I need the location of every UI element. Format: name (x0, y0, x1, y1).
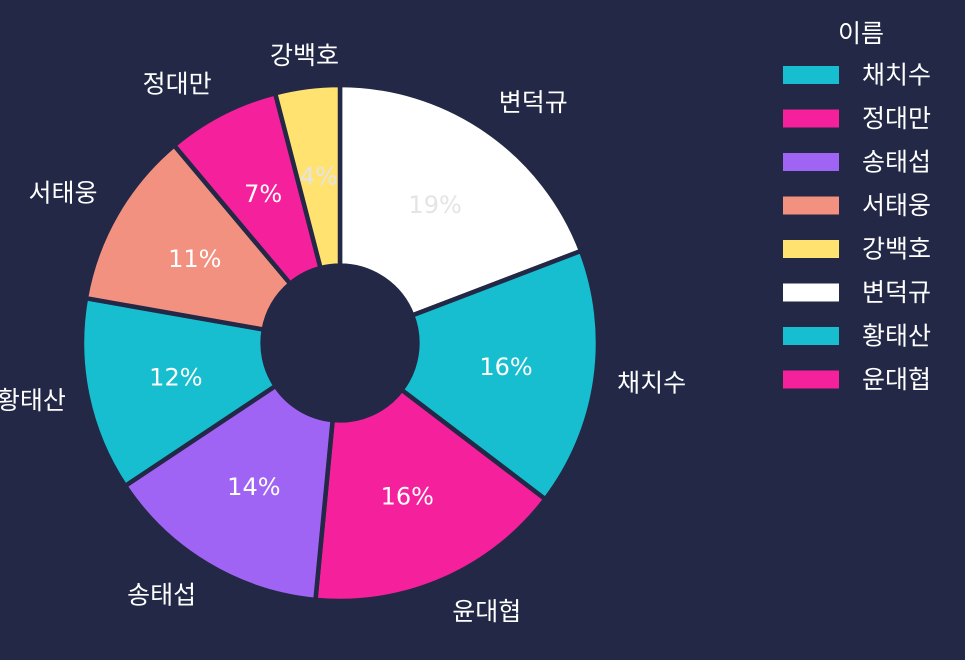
pie-slice-ebb380eb8d95eab79c[interactable] (337, 82, 584, 319)
percent-label-ec86a1ed839cec84ad: 14% (227, 473, 280, 501)
percent-label-eab095ebb0b1ed98b8: 4% (300, 163, 338, 191)
pie-slice-ec86a1ed839cec84ad[interactable] (122, 382, 336, 603)
legend-swatch-ec86a1ed839cec84ad[interactable] (783, 153, 839, 171)
legend-swatch-ec849ced839cec9b85[interactable] (783, 196, 839, 215)
legend-swatch-eca095eb8c80eba78c[interactable] (783, 109, 839, 128)
slice-label-ec849ced839cec9b85: 서태웅 (28, 179, 97, 208)
slice-label-eca095eb8c80eba78c: 정대만 (143, 70, 212, 99)
percent-label-ec849ced839cec9b85: 11% (168, 245, 221, 273)
pie-slice-ec849ced839cec9b85[interactable] (83, 142, 294, 333)
pie-slices (79, 82, 601, 604)
percent-label-ed99a9ed839cec82b0: 12% (149, 363, 202, 391)
slice-label-ecb184ecb998ec8898: 채치수 (617, 368, 686, 397)
percent-label-ecb184ecb998ec8898: 16% (479, 353, 532, 381)
legend-label-eca095eb8c80eba78c[interactable]: 정대만 (862, 104, 931, 133)
legend-label-eab095ebb0b1ed98b8[interactable]: 강백호 (862, 235, 931, 264)
percent-label-ebb380eb8d95eab79c: 19% (408, 191, 461, 219)
legend-label-ecb184ecb998ec8898[interactable]: 채치수 (862, 61, 931, 90)
slice-label-ed99a9ed839cec82b0: 황태산 (0, 386, 66, 415)
legend-swatch-eab095ebb0b1ed98b8[interactable] (783, 240, 839, 258)
legend-label-ec86a1ed839cec84ad[interactable]: 송태섭 (862, 148, 931, 177)
legend-swatch-ebb380eb8d95eab79c[interactable] (783, 283, 839, 302)
legend-label-ebb380eb8d95eab79c[interactable]: 변덕규 (862, 278, 931, 307)
slice-label-ec9ca4eb8c80ed9891: 윤대협 (452, 597, 521, 626)
slice-label-eab095ebb0b1ed98b8: 강백호 (270, 41, 339, 70)
legend-label-ec849ced839cec9b85[interactable]: 서태웅 (862, 191, 931, 220)
slice-label-ec86a1ed839cec84ad: 송태섭 (127, 581, 196, 610)
slice-label-ebb380eb8d95eab79c: 변덕규 (499, 88, 568, 117)
percent-labels: 19% 16% 16% 14% 12% 11% 7% 4% (149, 163, 532, 511)
legend-swatch-ed99a9ed839cec82b0[interactable] (783, 327, 839, 345)
pie-slice-ec9ca4eb8c80ed9891[interactable] (313, 386, 549, 604)
pie-slice-ed99a9ed839cec82b0[interactable] (79, 295, 279, 490)
percent-label-ec9ca4eb8c80ed9891: 16% (381, 483, 434, 511)
pie-slice-eab095ebb0b1ed98b8[interactable] (272, 82, 343, 271)
legend-label-ec9ca4eb8c80ed9891[interactable]: 윤대협 (862, 365, 931, 394)
legend-title: 이름 (838, 19, 884, 48)
percent-label-eca095eb8c80eba78c: 7% (244, 180, 282, 208)
legend-label-ed99a9ed839cec82b0[interactable]: 황태산 (862, 322, 931, 351)
legend-swatch-ecb184ecb998ec8898[interactable] (783, 66, 839, 84)
legend-swatch-ec9ca4eb8c80ed9891[interactable] (783, 370, 839, 389)
pie-slice-ecb184ecb998ec8898[interactable] (398, 248, 601, 503)
